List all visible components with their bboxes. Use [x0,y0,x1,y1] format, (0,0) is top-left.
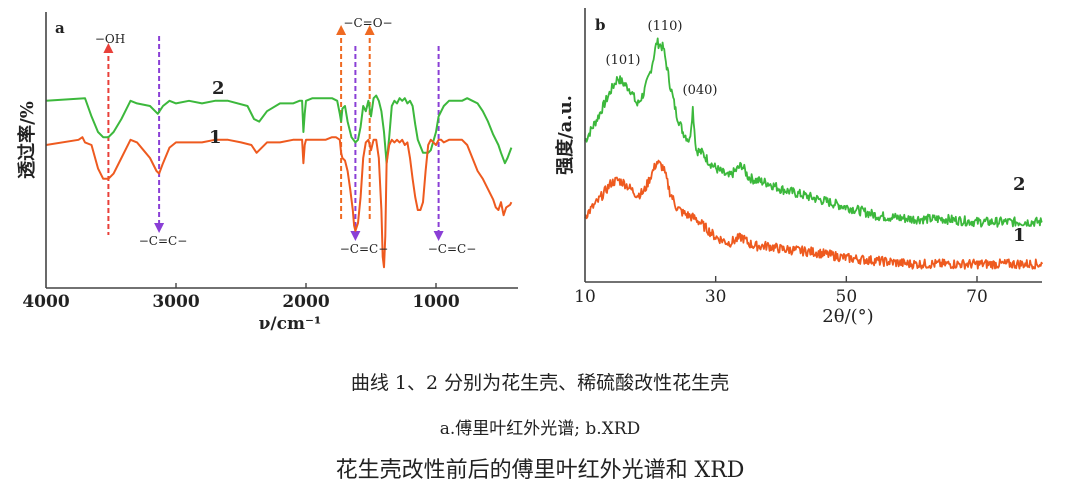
xrd-peak-label-110: (110) [648,19,683,34]
ftir-x-tick-label: 4000 [22,292,69,312]
xrd-peak-label-040: (040) [683,83,718,98]
figure: a 4000 3000 2000 1000 ν/cm⁻¹ 透过率/% 2 1 −OH … [16,8,1044,334]
ftir-x-tick-label: 1000 [412,292,459,312]
xrd-peak-label-101: (101) [606,53,641,68]
xrd-panel: b 10 30 50 70 2θ/(°) 强度/a.u. 2 1 (101) (110… [554,8,1044,327]
ftir-x-tick-label: 2000 [282,292,329,312]
annotation-cc-3130: −C=C− [139,234,188,248]
ftir-series-label-2: 2 [212,78,225,99]
annotation-cc-980: −C=C− [428,242,477,256]
annotation-cc-1620: −C=C− [340,242,389,256]
panel-label-b: b [595,16,606,34]
xrd-x-ticks: 10 30 50 70 [574,276,988,307]
xrd-y-axis-title: 强度/a.u. [554,95,576,175]
xrd-series [584,37,1044,270]
annotation-co: −C=O− [343,16,392,30]
xrd-x-tick-label: 50 [836,287,858,307]
xrd-x-tick-label: 30 [705,287,727,307]
ftir-y-axis-title: 透过率/% [16,101,38,179]
xrd-line-series-2 [584,37,1043,228]
ftir-series [45,94,513,269]
ftir-line-series-1 [45,136,513,269]
xrd-x-axis-title: 2θ/(°) [822,306,873,327]
ftir-line-series-2 [45,94,513,165]
figure-title: 花生壳改性前后的傅里叶红外光谱和 XRD [335,458,745,483]
caption-panels: a.傅里叶红外光谱; b.XRD [439,419,641,439]
xrd-line-series-1 [584,159,1044,270]
xrd-x-tick-label: 70 [966,287,988,307]
ftir-x-tick-label: 3000 [152,292,199,312]
xrd-series-label-1: 1 [1013,225,1026,246]
ftir-annotation-arrows [103,25,444,241]
ftir-x-axis-title: ν/cm⁻¹ [259,314,322,334]
caption-curves: 曲线 1、2 分别为花生壳、稀硫酸改性花生壳 [350,372,730,394]
ftir-panel: a 4000 3000 2000 1000 ν/cm⁻¹ 透过率/% 2 1 −OH … [16,12,518,334]
xrd-series-label-2: 2 [1013,174,1026,195]
xrd-x-tick-label: 10 [574,287,596,307]
ftir-x-ticks: 4000 3000 2000 1000 [22,283,460,312]
annotation-oh: −OH [95,32,125,46]
ftir-series-label-1: 1 [209,127,222,148]
panel-label-a: a [55,19,65,37]
